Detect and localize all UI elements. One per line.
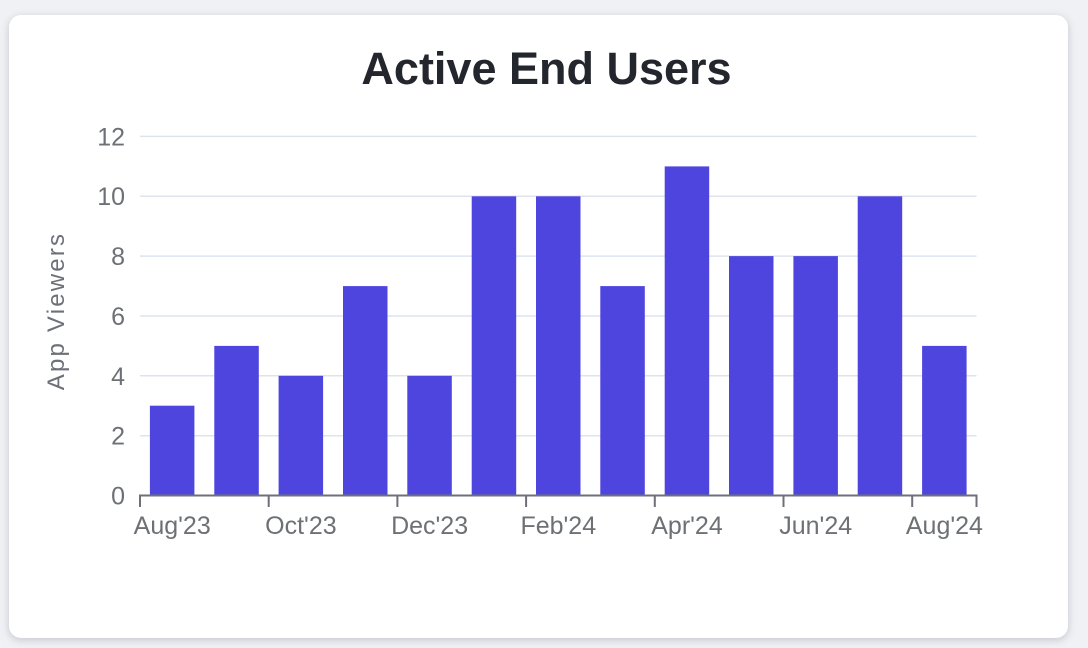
svg-text:Dec'23: Dec'23 (391, 512, 468, 540)
svg-text:App Viewers: App Viewers (43, 232, 70, 391)
svg-text:6: 6 (111, 303, 125, 331)
svg-text:Jun'24: Jun'24 (779, 512, 852, 540)
svg-text:Active End Users: Active End Users (361, 43, 731, 94)
svg-text:4: 4 (111, 363, 125, 391)
svg-text:8: 8 (111, 243, 125, 271)
svg-text:Oct'23: Oct'23 (265, 512, 336, 540)
svg-text:Feb'24: Feb'24 (520, 512, 596, 540)
svg-text:2: 2 (111, 423, 125, 451)
svg-text:Aug'24: Aug'24 (906, 512, 983, 540)
svg-text:10: 10 (97, 183, 125, 211)
svg-text:12: 12 (97, 123, 125, 151)
svg-text:0: 0 (111, 483, 125, 511)
svg-text:Aug'23: Aug'23 (134, 512, 211, 540)
svg-text:Apr'24: Apr'24 (651, 512, 723, 540)
